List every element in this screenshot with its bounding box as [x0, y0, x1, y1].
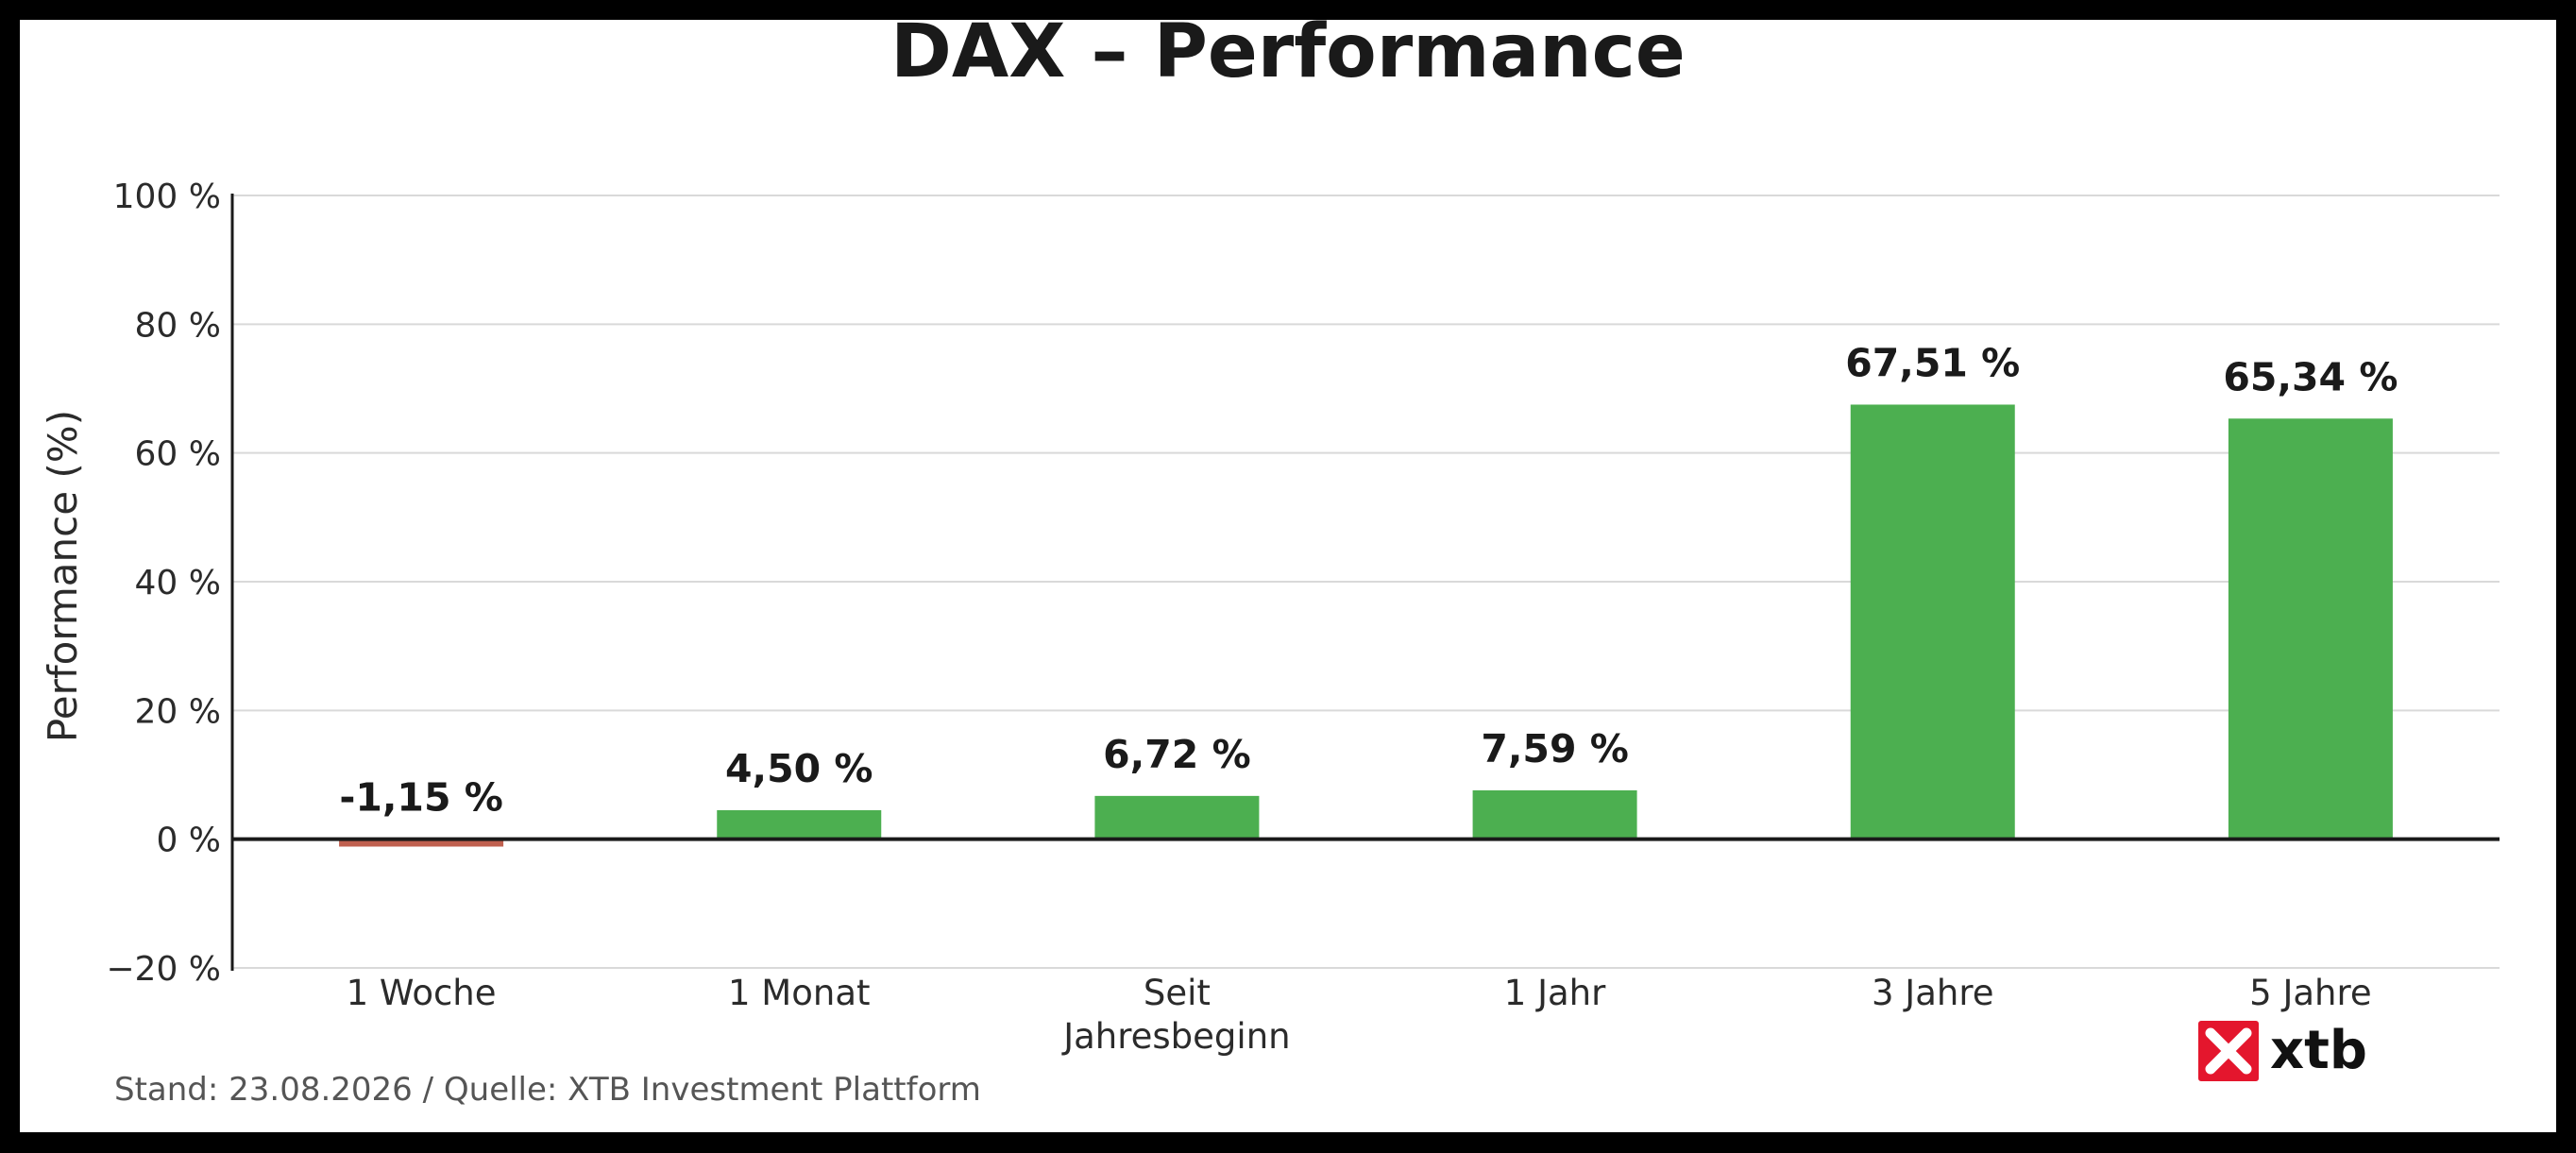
- gridlines: [232, 195, 2500, 969]
- y-tick-label: 60 %: [135, 435, 221, 474]
- y-tick-label: 0 %: [156, 822, 221, 860]
- bar: [1094, 795, 1260, 839]
- x-tick-label: 1 Monat: [728, 973, 871, 1013]
- y-tick-label: 100 %: [113, 178, 221, 216]
- x-tick-label: 5 Jahre: [2249, 973, 2372, 1013]
- x-tick-label: Jahresbeginn: [1061, 1016, 1290, 1057]
- axes: [230, 194, 2500, 971]
- data-label: 65,34 %: [2223, 354, 2398, 399]
- y-tick-labels: 100 % 80 % 60 % 40 % 20 % 0 % −20 %: [106, 178, 221, 989]
- chart-title: DAX – Performance: [890, 20, 1686, 94]
- chart-frame: DAX – Performance Performance (%) 100 % 8…: [20, 20, 2556, 1132]
- data-label: -1,15 %: [339, 775, 503, 821]
- xtb-logo: xtb: [2198, 1020, 2367, 1081]
- bar: [1850, 404, 2015, 839]
- bar: [2228, 418, 2393, 839]
- x-tick-label: 1 Jahr: [1504, 973, 1606, 1013]
- y-tick-label: −20 %: [106, 950, 221, 989]
- data-label: 6,72 %: [1103, 732, 1251, 777]
- xtb-x-icon: [2198, 1021, 2259, 1081]
- bars: [339, 404, 2393, 847]
- y-tick-label: 20 %: [135, 692, 221, 731]
- data-label: 7,59 %: [1481, 726, 1629, 771]
- xtb-logo-text: xtb: [2270, 1020, 2367, 1081]
- y-tick-label: 40 %: [135, 564, 221, 602]
- performance-chart: DAX – Performance Performance (%) 100 % 8…: [40, 20, 2500, 1109]
- x-tick-label: Seit: [1144, 973, 1211, 1013]
- data-labels: -1,15 % 4,50 % 6,72 % 7,59 % 67,51 % 65,34 %: [339, 340, 2398, 820]
- y-axis-label: Performance (%): [40, 410, 86, 742]
- y-tick-label: 80 %: [135, 306, 221, 345]
- data-label: 4,50 %: [725, 746, 873, 791]
- x-tick-label: 3 Jahre: [1872, 973, 1994, 1013]
- bar: [1472, 789, 1637, 839]
- x-tick-label: 1 Woche: [347, 973, 497, 1013]
- data-label: 67,51 %: [1845, 340, 2020, 385]
- bar: [339, 839, 504, 847]
- bar: [717, 809, 882, 839]
- footer-source: Stand: 23.08.2026 / Quelle: XTB Investme…: [114, 1071, 981, 1109]
